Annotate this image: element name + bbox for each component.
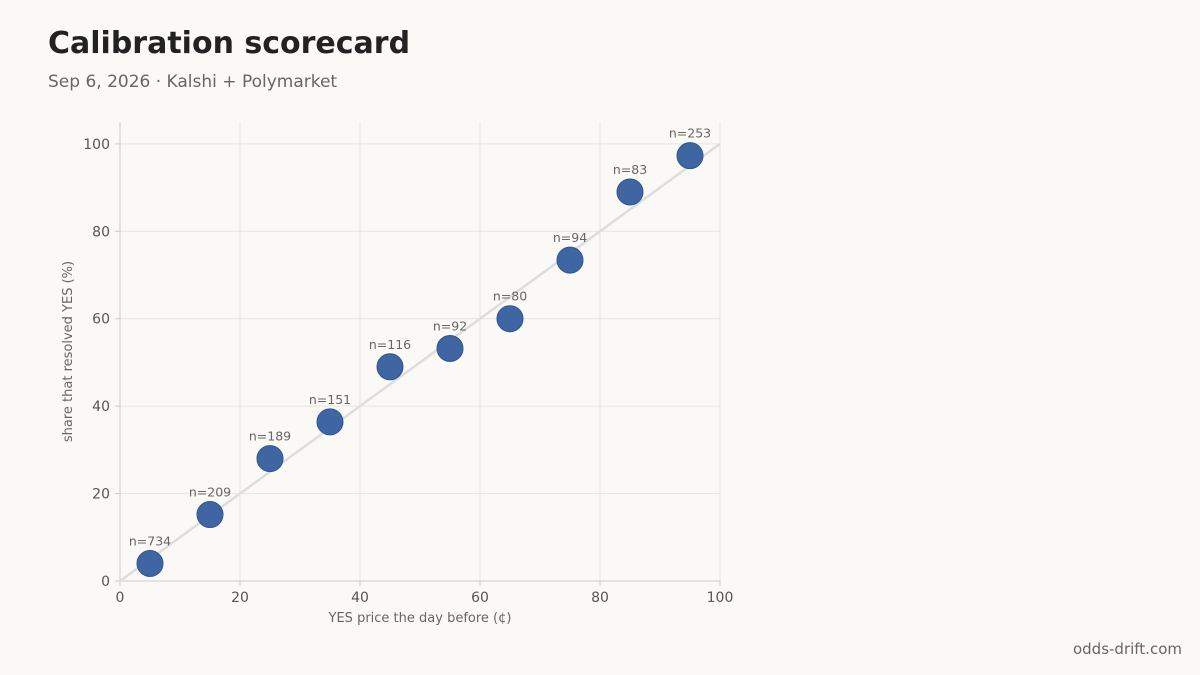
y-tick-label: 20 [92,487,110,503]
chart-subtitle: Sep 6, 2026 · Kalshi + Polymarket [48,72,338,92]
x-tick-label: 60 [471,590,489,606]
data-point [676,142,704,170]
data-point [616,178,644,206]
y-tick-label: 80 [92,224,110,240]
data-point [556,246,584,274]
data-point-label: n=189 [249,429,291,444]
data-labels: n=734 n=209 n=189 n=151 n=116 n=92 n=80 n=94 n=8… [129,126,711,549]
data-points [136,142,704,578]
x-tick-label: 80 [591,590,609,606]
x-tick-label: 0 [116,590,125,606]
data-point-label: n=92 [433,318,467,333]
data-point-label: n=151 [309,392,351,407]
y-tick-label: 100 [83,137,110,153]
data-point-label: n=209 [189,485,231,500]
chart-title: Calibration scorecard [48,26,411,61]
data-point-label: n=80 [493,289,527,304]
data-point-label: n=734 [129,534,171,549]
data-point-label: n=116 [369,337,411,352]
y-axis-title: share that resolved YES (%) [61,261,76,442]
source-credit: odds-drift.com [1072,640,1182,658]
data-point [136,550,164,578]
y-tick-label: 0 [101,574,110,590]
data-point-label: n=83 [613,162,647,177]
y-tick-label: 40 [92,399,110,415]
x-tick-label: 100 [707,590,734,606]
x-tick-label: 40 [351,590,369,606]
x-tick-label: 20 [231,590,249,606]
data-point [316,408,344,436]
data-point [496,305,524,333]
data-point-label: n=94 [553,230,587,245]
axes: 0 20 40 60 80 100 0 20 40 60 80 100 [83,122,733,606]
data-point [196,501,224,529]
data-point [376,353,404,381]
data-point [256,445,284,473]
data-point [436,334,464,362]
data-point-label: n=253 [669,126,711,141]
x-axis-title: YES price the day before (¢) [328,611,512,626]
y-tick-label: 60 [92,312,110,328]
